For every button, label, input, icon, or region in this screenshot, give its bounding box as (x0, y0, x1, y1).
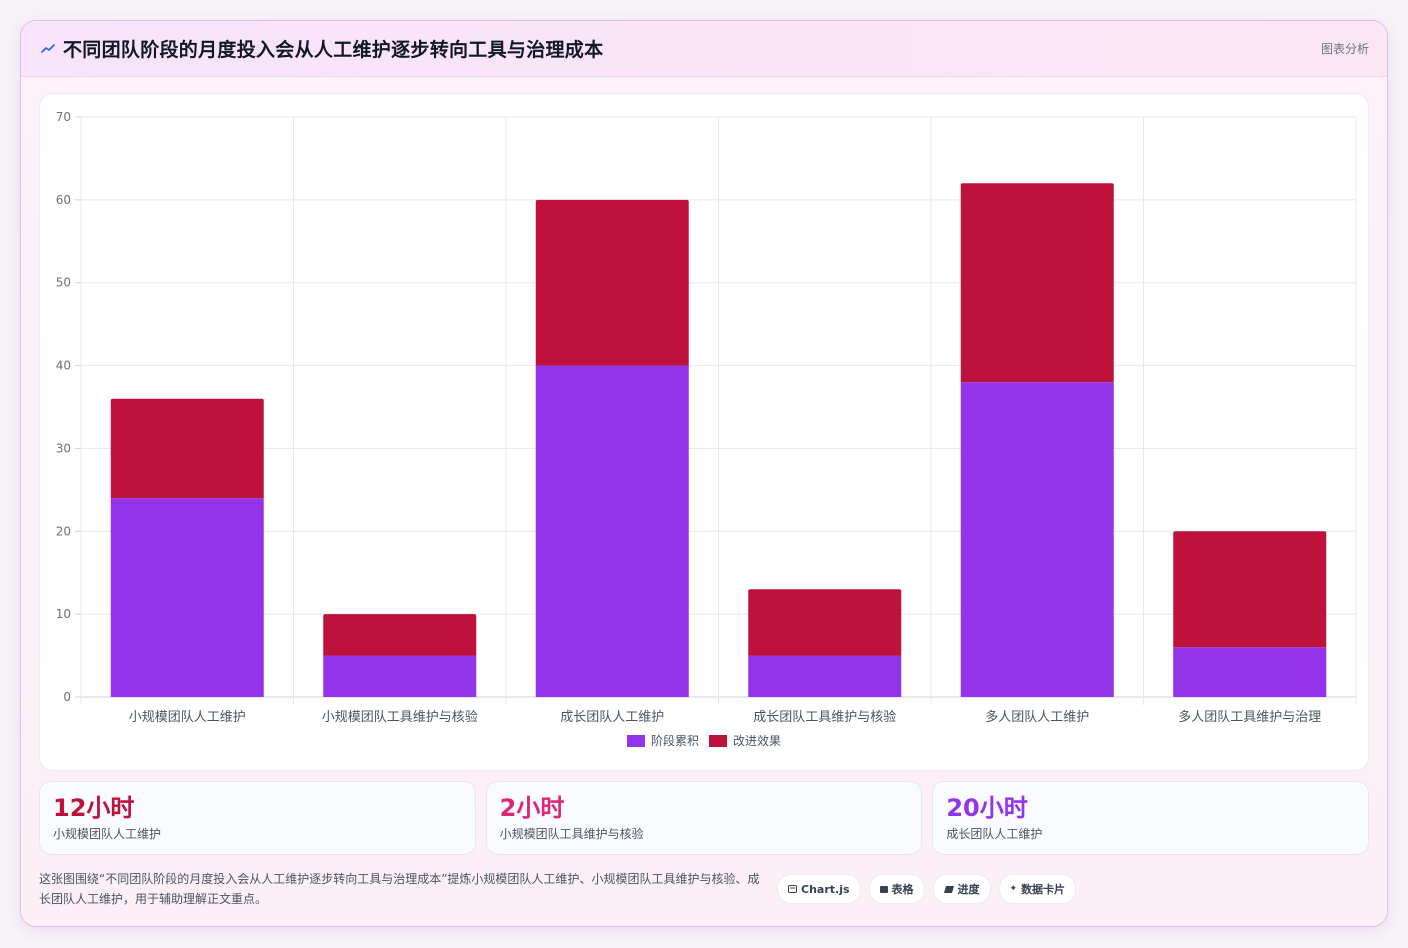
chart-analysis-tag: 图表分析 (1320, 42, 1369, 56)
bar-segment (960, 382, 1114, 697)
bar-segment (1173, 647, 1327, 697)
stacked-bar-chart: 0 10 20 30 40 50 60 70 小规模团队人工维护 小规模团队工具维护与核验 成长团队… (56, 110, 1357, 748)
chip-data-card[interactable]: ✦ 数据卡片 (998, 874, 1077, 904)
x-tick-label: 小规模团队人工维护 (129, 710, 246, 725)
chip-group: Chart.js 表格 进度 ✦ 数据卡片 (777, 874, 1077, 904)
bar-segment (323, 614, 477, 656)
bar-segment (323, 655, 477, 697)
y-tick-label: 60 (56, 193, 71, 207)
chart-icon (788, 885, 797, 893)
bar-segment (960, 183, 1114, 383)
bar-segment (535, 365, 689, 697)
stat-cards: 12小时 小规模团队人工维护 2小时 小规模团队工具维护与核验 20小时 成长团… (39, 781, 1370, 855)
stat-value: 2小时 (499, 794, 565, 822)
x-tick-label: 小规模团队工具维护与核验 (322, 709, 478, 725)
chart-description: 这张图围绕“不同团队阶段的月度投入会从人工维护逐步转向工具与治理成本”提炼小规模… (39, 872, 760, 906)
legend-label: 阶段累积 (651, 733, 699, 748)
x-tick-label: 多人团队工具维护与治理 (1178, 709, 1321, 725)
y-tick-label: 50 (56, 276, 71, 290)
stat-label: 小规模团队人工维护 (53, 827, 162, 841)
y-tick-label: 10 (56, 607, 71, 621)
chart-card: 不同团队阶段的月度投入会从人工维护逐步转向工具与治理成本 图表分析 0 10 20 3… (20, 20, 1388, 927)
y-tick-label: 30 (56, 441, 71, 455)
y-tick-label: 20 (56, 524, 71, 538)
chip-chartjs[interactable]: Chart.js (777, 874, 861, 904)
chip-progress[interactable]: 进度 (932, 874, 991, 904)
chip-table[interactable]: 表格 (868, 874, 925, 904)
stat-value: 12小时 (53, 794, 135, 822)
legend-swatch (709, 735, 727, 747)
card-footer: 这张图围绕“不同团队阶段的月度投入会从人工维护逐步转向工具与治理成本”提炼小规模… (39, 867, 1369, 911)
chip-label: 数据卡片 (1021, 883, 1066, 896)
x-tick-label: 多人团队人工维护 (985, 709, 1089, 725)
trend-icon (41, 43, 55, 53)
stat-value: 20小时 (946, 794, 1028, 822)
chip-label: Chart.js (801, 882, 850, 896)
sparkle-icon: ✦ (1009, 884, 1018, 894)
bar-segment (110, 398, 264, 499)
page-title: 不同团队阶段的月度投入会从人工维护逐步转向工具与治理成本 (63, 39, 604, 61)
y-tick-label: 0 (63, 690, 71, 704)
bar-segment (748, 589, 902, 656)
bar-segment (1173, 531, 1327, 648)
stat-card: 20小时 成长团队人工维护 (932, 781, 1370, 855)
stat-card: 12小时 小规模团队人工维护 (39, 781, 476, 855)
chip-label: 表格 (891, 883, 914, 896)
x-tick-label: 成长团队工具维护与核验 (753, 709, 896, 725)
bar-segment (748, 655, 902, 697)
progress-icon (943, 885, 954, 893)
stat-card: 2小时 小规模团队工具维护与核验 (485, 781, 923, 855)
stat-label: 成长团队人工维护 (946, 827, 1043, 841)
x-tick-label: 成长团队人工维护 (560, 710, 664, 725)
chart-panel: 0 10 20 30 40 50 60 70 小规模团队人工维护 小规模团队工具维护与核验 成长团队… (39, 93, 1369, 771)
legend-label: 改进效果 (733, 733, 781, 748)
legend-swatch (627, 735, 645, 747)
card-header: 不同团队阶段的月度投入会从人工维护逐步转向工具与治理成本 图表分析 (21, 21, 1387, 77)
stat-label: 小规模团队工具维护与核验 (499, 827, 644, 841)
y-tick-label: 40 (56, 359, 71, 373)
table-icon (879, 885, 888, 893)
bar-segment (535, 199, 689, 366)
bar-segment (110, 498, 264, 697)
y-tick-label: 70 (56, 110, 71, 124)
chip-label: 进度 (957, 883, 980, 896)
title-wrap: 不同团队阶段的月度投入会从人工维护逐步转向工具与治理成本 (41, 35, 603, 62)
